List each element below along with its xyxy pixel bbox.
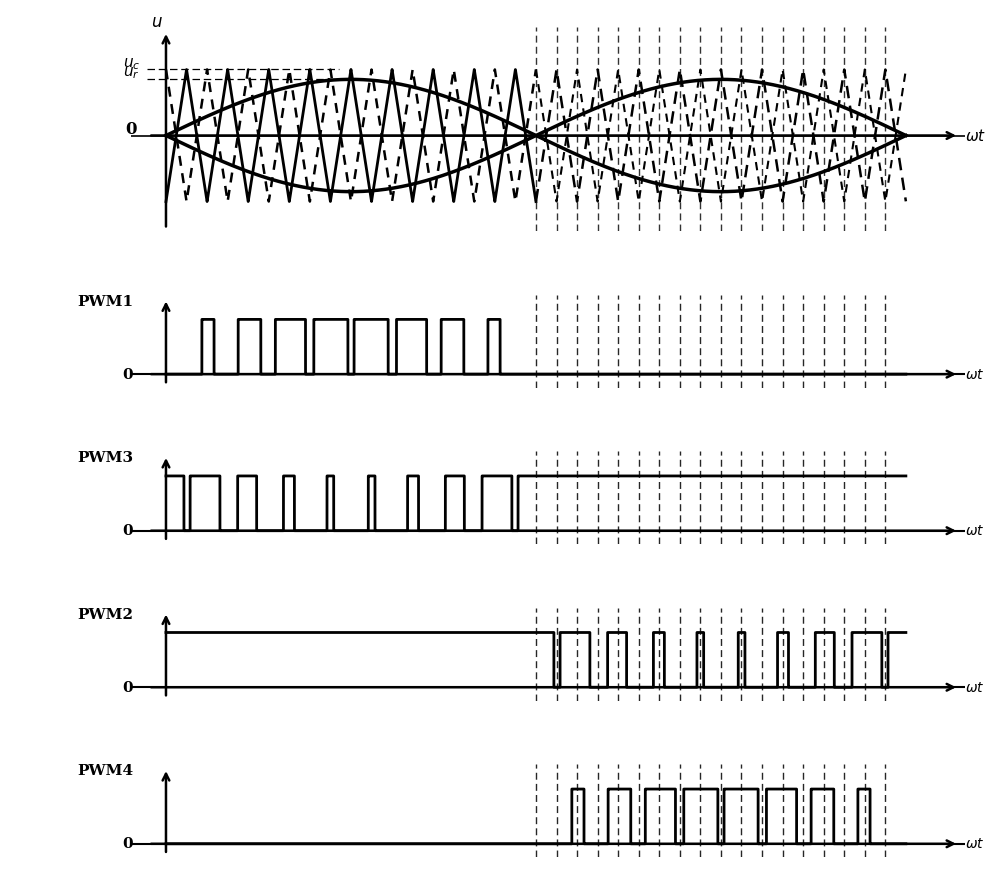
Text: PWM1: PWM1 (76, 294, 133, 309)
Text: $u_r$: $u_r$ (124, 65, 140, 81)
Text: $u_c$: $u_c$ (123, 56, 140, 72)
Text: 0: 0 (123, 368, 133, 382)
Text: PWM4: PWM4 (76, 765, 133, 778)
Text: 0: 0 (123, 524, 133, 538)
Text: 0: 0 (123, 837, 133, 851)
Text: 0: 0 (125, 121, 137, 138)
Text: PWM3: PWM3 (76, 451, 133, 465)
Text: $\omega t$: $\omega t$ (965, 368, 984, 382)
Text: $\omega t$: $\omega t$ (965, 681, 984, 695)
Text: $\omega t$: $\omega t$ (965, 524, 984, 538)
Text: $\omega t$: $\omega t$ (965, 837, 984, 851)
Text: $\omega t$: $\omega t$ (965, 128, 986, 144)
Text: PWM2: PWM2 (77, 608, 133, 621)
Text: $u$: $u$ (151, 14, 163, 31)
Text: 0: 0 (123, 681, 133, 695)
